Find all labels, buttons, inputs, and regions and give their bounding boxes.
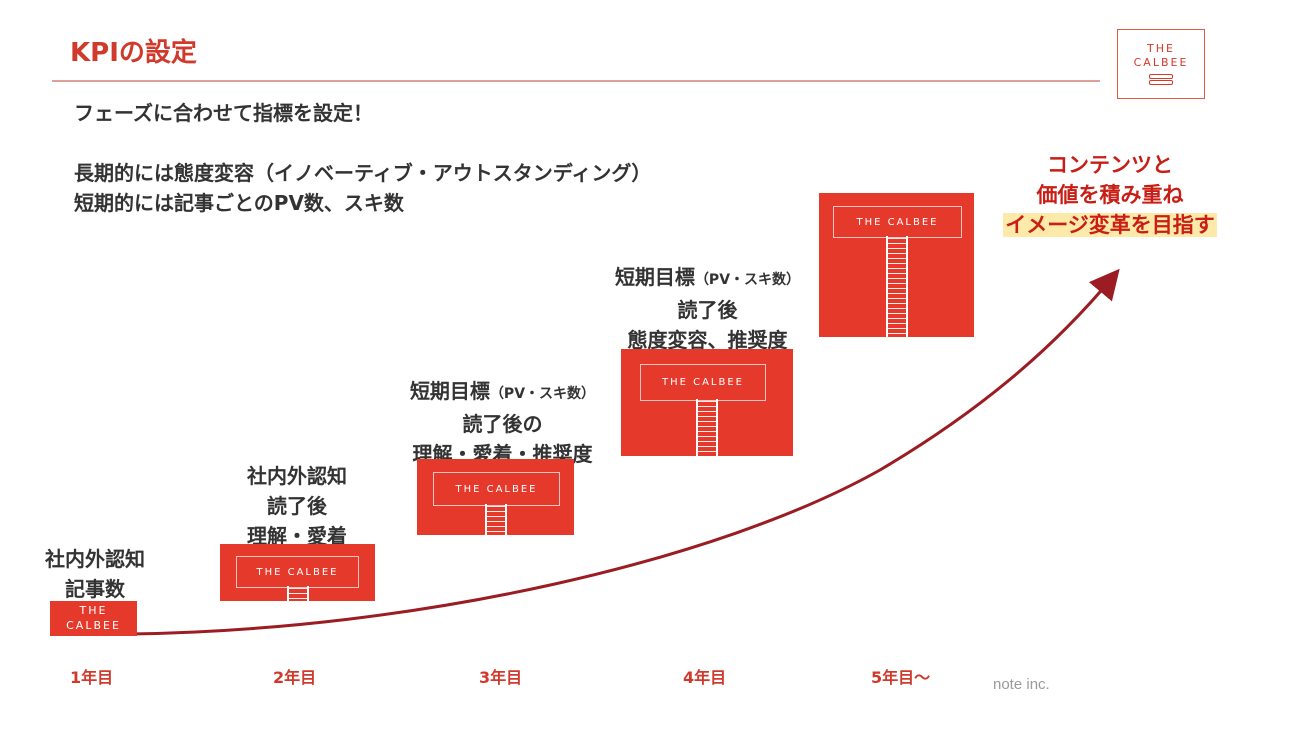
year-4: 4年目 bbox=[683, 668, 727, 687]
phase-2-line-1: 社内外認知 bbox=[247, 464, 347, 488]
book-stack-icon bbox=[484, 504, 507, 535]
phase-3-card-text: THE CALBEE bbox=[433, 472, 560, 506]
phase-4-subtitle: （PV・スキ数） bbox=[694, 272, 801, 288]
phase-1-line-2: 記事数 bbox=[65, 577, 125, 601]
phase-2-line-2: 読了後 bbox=[267, 494, 327, 518]
book-stack-icon bbox=[696, 399, 718, 456]
logo-line-2: CALBEE bbox=[1133, 56, 1189, 69]
footer-note: note inc. bbox=[993, 676, 1050, 693]
phase-4-card-text: THE CALBEE bbox=[640, 364, 766, 401]
phase-3-label: 短期目標（PV・スキ数） 読了後の 理解・愛着・推奨度 bbox=[390, 376, 615, 469]
calbee-logo: THE CALBEE bbox=[1117, 29, 1205, 99]
phase-4-line-2: 読了後 bbox=[677, 298, 738, 322]
phase-1-label: 社内外認知 記事数 bbox=[30, 544, 160, 604]
phase-1-line-1: 社内外認知 bbox=[45, 547, 145, 571]
phase-5-card: THE CALBEE bbox=[819, 193, 974, 337]
phase-3-title: 短期目標 bbox=[409, 379, 490, 403]
year-5: 5年目～ bbox=[871, 668, 931, 687]
intro-line-2: 長期的には態度変容（イノベーティブ・アウトスタンディング） bbox=[74, 161, 652, 185]
books-icon bbox=[1149, 74, 1173, 88]
book-stack-icon bbox=[286, 586, 309, 601]
phase-3-line-2: 読了後の bbox=[462, 412, 543, 436]
logo-line-1: THE bbox=[1147, 42, 1175, 55]
goal-line-3: イメージ変革を目指す bbox=[1003, 213, 1217, 237]
phase-3-card: THE CALBEE bbox=[417, 459, 574, 535]
goal-line-1: コンテンツと bbox=[1047, 153, 1173, 177]
book-stack-icon bbox=[885, 236, 908, 337]
phase-4-label: 短期目標（PV・スキ数） 読了後 態度変容、推奨度 bbox=[595, 262, 820, 355]
phase-1-card: THE CALBEE bbox=[50, 601, 137, 636]
phase-2-card: THE CALBEE bbox=[220, 544, 375, 601]
phase-1-card-text-1: THE bbox=[79, 604, 108, 617]
phase-2-label: 社内外認知 読了後 理解・愛着 bbox=[222, 461, 372, 551]
page-title: KPIの設定 bbox=[70, 38, 197, 68]
year-3: 3年目 bbox=[479, 668, 523, 687]
phase-1-card-text-2: CALBEE bbox=[66, 619, 121, 632]
goal-line-2: 価値を積み重ね bbox=[1036, 183, 1184, 207]
phase-5-card-text: THE CALBEE bbox=[833, 206, 962, 238]
year-1: 1年目 bbox=[70, 668, 114, 687]
year-2: 2年目 bbox=[273, 668, 317, 687]
phase-2-card-text: THE CALBEE bbox=[236, 556, 359, 588]
phase-4-card: THE CALBEE bbox=[621, 349, 793, 456]
intro-line-3: 短期的には記事ごとのPV数、スキ数 bbox=[74, 191, 404, 215]
intro-line-1: フェーズに合わせて指標を設定！ bbox=[74, 101, 373, 125]
phase-4-title: 短期目標 bbox=[614, 265, 695, 289]
phase-3-subtitle: （PV・スキ数） bbox=[489, 386, 596, 402]
title-divider bbox=[52, 80, 1100, 82]
phase-4-line-3: 態度変容、推奨度 bbox=[627, 328, 788, 352]
goal-text: コンテンツと 価値を積み重ね イメージ変革を目指す bbox=[995, 150, 1225, 240]
